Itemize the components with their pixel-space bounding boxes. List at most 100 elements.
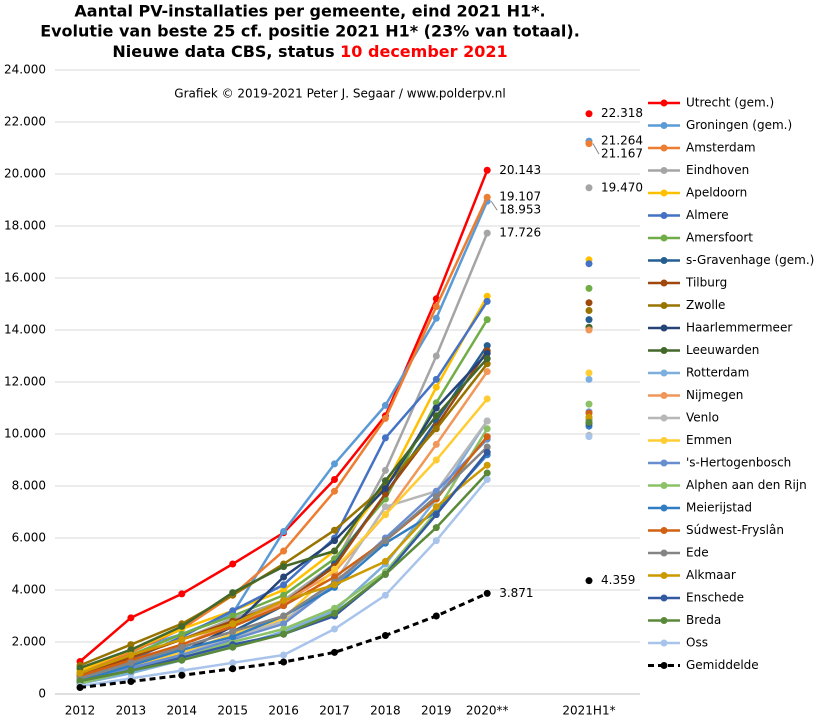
legend-marker <box>660 279 668 287</box>
data-point <box>127 614 135 622</box>
data-point <box>178 671 186 679</box>
legend-label: Eindhoven <box>686 163 749 177</box>
legend-label: Amersfoort <box>686 231 753 245</box>
data-point <box>585 284 593 292</box>
data-point <box>229 612 237 620</box>
legend-marker <box>660 234 668 242</box>
legend-label: Gemiddelde <box>686 658 759 672</box>
data-point <box>585 418 593 426</box>
data-point <box>585 375 593 383</box>
legend-label: Groningen (gem.) <box>686 118 792 132</box>
legend-label: Zwolle <box>686 298 725 312</box>
data-point <box>432 537 440 545</box>
x-tick-label: 2021H1* <box>562 704 615 718</box>
data-point <box>432 612 440 620</box>
data-point <box>432 412 440 420</box>
subtitle: Nieuwe data CBS, status <box>112 42 334 61</box>
data-point <box>331 476 338 483</box>
y-tick-label: 4.000 <box>12 583 46 597</box>
data-point <box>483 443 491 451</box>
data-point <box>381 495 389 503</box>
data-point <box>331 625 338 633</box>
data-point <box>432 375 440 383</box>
data-point <box>585 433 593 441</box>
data-point <box>585 413 593 421</box>
y-tick-label: 22.000 <box>4 115 46 129</box>
legend-label: Meierijstad <box>686 501 752 515</box>
data-point <box>432 492 440 500</box>
data-point <box>127 678 135 686</box>
legend-marker <box>660 482 668 489</box>
chart-title: Evolutie van beste 25 cf. positie 2021 H… <box>40 22 580 41</box>
data-point <box>127 646 135 654</box>
y-tick-label: 16.000 <box>4 271 46 285</box>
data-point <box>483 417 491 425</box>
data-point <box>585 299 593 307</box>
data-point <box>483 395 491 403</box>
data-point <box>331 604 338 612</box>
data-point <box>331 648 338 656</box>
data-label: 19.470 <box>601 180 643 194</box>
data-point <box>585 184 593 192</box>
data-point <box>483 316 491 324</box>
data-point <box>432 404 440 412</box>
chart-title: Aantal PV-installaties per gemeente, ein… <box>74 2 545 21</box>
data-point <box>381 401 389 409</box>
y-tick-label: 20.000 <box>4 167 46 181</box>
legend-marker <box>660 369 668 377</box>
data-label: 17.726 <box>499 226 541 240</box>
data-point <box>127 651 135 659</box>
data-point <box>483 349 491 357</box>
legend-label: Venlo <box>686 411 719 425</box>
legend-label: 's-Hertogenbosch <box>686 456 791 470</box>
data-point <box>432 352 440 360</box>
data-point <box>178 656 186 664</box>
legend-label: Haarlemmermeer <box>686 321 792 335</box>
legend-marker <box>660 662 668 669</box>
legend-label: Súdwest-Fryslân <box>686 523 784 537</box>
data-point <box>76 677 84 685</box>
data-point <box>76 669 84 677</box>
data-point <box>432 511 440 519</box>
data-point <box>127 641 135 649</box>
legend-marker <box>660 324 668 332</box>
x-tick-label: 2020** <box>466 704 509 718</box>
legend-marker <box>660 572 668 579</box>
data-point <box>585 400 593 408</box>
legend-label: Apeldoorn <box>686 186 747 200</box>
data-point <box>381 632 389 639</box>
legend-label: Breda <box>686 613 721 627</box>
legend-marker <box>660 594 668 602</box>
data-point <box>432 440 440 448</box>
data-point <box>432 425 440 433</box>
data-point <box>585 260 593 268</box>
data-point <box>178 590 186 598</box>
data-label: 18.953 <box>499 203 541 217</box>
data-point <box>178 622 186 630</box>
data-label: 19.107 <box>499 190 541 204</box>
legend-marker <box>660 414 668 422</box>
series-line <box>80 320 589 679</box>
data-point <box>280 658 288 666</box>
data-point <box>381 414 389 422</box>
data-point <box>483 589 491 597</box>
legend-marker <box>660 167 668 174</box>
data-point <box>381 503 389 511</box>
data-point <box>432 503 440 511</box>
data-point <box>331 537 338 545</box>
legend-label: Leeuwarden <box>686 343 759 357</box>
data-point <box>280 528 288 535</box>
data-point <box>229 620 237 628</box>
data-point <box>381 511 389 519</box>
data-point <box>381 557 389 565</box>
data-point <box>280 581 288 589</box>
y-tick-label: 24.000 <box>4 63 46 77</box>
data-label: 20.143 <box>499 163 541 177</box>
legend-marker <box>660 392 668 399</box>
data-point <box>432 456 440 464</box>
label-leader <box>490 200 498 211</box>
data-point <box>381 434 389 442</box>
annotation: Grafiek © 2019-2021 Peter J. Segaar / ww… <box>174 87 505 101</box>
y-tick-label: 2.000 <box>12 635 46 649</box>
